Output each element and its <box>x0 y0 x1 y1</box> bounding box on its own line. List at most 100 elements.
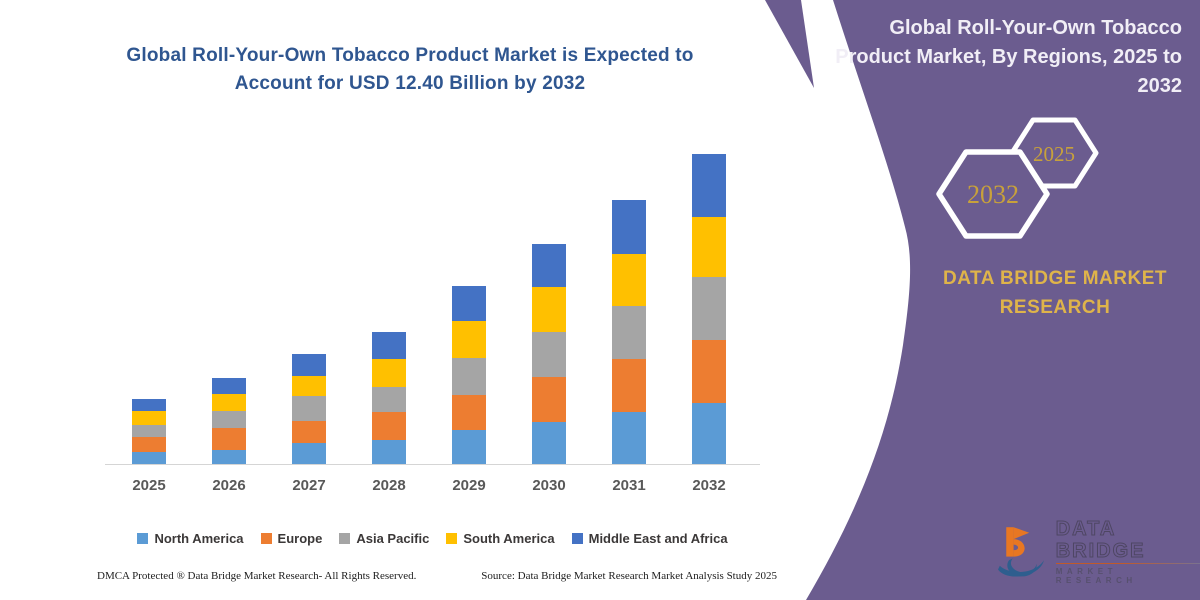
logo-text-block: DATA BRIDGE MARKET RESEARCH <box>1055 518 1200 585</box>
bar-segment-asia-pacific-2032 <box>692 277 726 341</box>
bar-segment-south-america-2027 <box>292 375 326 396</box>
logo-primary-text: DATA BRIDGE <box>1055 518 1146 563</box>
brand-text-line2: RESEARCH <box>999 297 1111 318</box>
stacked-bar-2032 <box>692 153 726 465</box>
x-axis-label-2031: 2031 <box>612 477 646 494</box>
bar-segment-north-america-2029 <box>452 429 486 465</box>
bar-segment-middle-east-and-africa-2026 <box>212 377 246 394</box>
legend-item-asia-pacific: Asia Pacific <box>339 531 429 546</box>
x-axis-label-2027: 2027 <box>292 477 326 494</box>
bar-segment-middle-east-and-africa-2028 <box>372 331 406 359</box>
legend-swatch <box>339 533 351 544</box>
x-axis-line <box>105 464 760 465</box>
footer: DMCA Protected ® Data Bridge Market Rese… <box>97 570 777 582</box>
logo-secondary-text: MARKET RESEARCH <box>1055 567 1137 585</box>
panel-heading-line1: Global Roll-Your-Own Tobacco <box>889 17 1182 39</box>
bar-group-2025 <box>109 398 189 465</box>
hexagon-2032 <box>936 149 1050 239</box>
dmca-text: DMCA Protected ® Data Bridge Market Rese… <box>97 570 417 582</box>
brand-text-line1: DATA BRIDGE MARKET <box>943 268 1167 289</box>
bar-segment-north-america-2030 <box>532 421 566 465</box>
bar-segment-middle-east-and-africa-2025 <box>132 398 166 412</box>
hexagon-2025-label: 2025 <box>1033 142 1075 166</box>
chart-title-line1: Global Roll-Your-Own Tobacco Product Mar… <box>126 45 694 66</box>
bar-group-2030 <box>509 243 589 465</box>
x-axis-label-2029: 2029 <box>452 477 486 494</box>
bar-segment-europe-2028 <box>372 411 406 440</box>
legend-label: North America <box>154 531 244 546</box>
bar-segment-europe-2031 <box>612 359 646 413</box>
x-axis-label-2028: 2028 <box>372 477 406 494</box>
bar-segment-middle-east-and-africa-2029 <box>452 285 486 321</box>
stacked-bar-chart <box>109 0 759 465</box>
chart-title-line2: Account for USD 12.40 Billion by 2032 <box>234 73 586 94</box>
bar-segment-south-america-2025 <box>132 411 166 425</box>
purple-curved-panel <box>806 0 1200 600</box>
bar-segment-europe-2029 <box>452 394 486 430</box>
bar-segment-north-america-2031 <box>612 412 646 465</box>
legend-item-south-america: South America <box>446 531 555 546</box>
bar-segment-middle-east-and-africa-2031 <box>612 199 646 255</box>
bar-group-2031 <box>589 199 669 465</box>
bar-group-2026 <box>189 377 269 465</box>
stacked-bar-2028 <box>372 331 406 465</box>
legend-item-europe: Europe <box>260 531 323 546</box>
brand-text: DATA BRIDGE MARKET RESEARCH <box>915 264 1195 322</box>
stacked-bar-2026 <box>212 377 246 465</box>
panel-heading-line2: Product Market, By Regions, 2025 to <box>835 46 1182 68</box>
bar-segment-south-america-2029 <box>452 320 486 358</box>
stacked-bar-2029 <box>452 285 486 465</box>
bar-segment-europe-2032 <box>692 340 726 404</box>
stacked-bar-2025 <box>132 398 166 465</box>
bar-segment-middle-east-and-africa-2032 <box>692 153 726 217</box>
stacked-bar-2031 <box>612 199 646 465</box>
bar-segment-asia-pacific-2027 <box>292 395 326 421</box>
bar-group-2027 <box>269 353 349 465</box>
bar-segment-europe-2025 <box>132 437 166 452</box>
bar-segment-south-america-2032 <box>692 216 726 278</box>
legend-item-middle-east-and-africa: Middle East and Africa <box>571 531 728 546</box>
bar-group-2028 <box>349 331 429 465</box>
bar-segment-middle-east-and-africa-2030 <box>532 243 566 287</box>
stacked-bar-2027 <box>292 353 326 465</box>
bar-segment-europe-2030 <box>532 376 566 422</box>
bar-segment-south-america-2028 <box>372 358 406 387</box>
bar-segment-south-america-2031 <box>612 254 646 307</box>
bar-group-2029 <box>429 285 509 465</box>
bar-segment-north-america-2028 <box>372 439 406 465</box>
x-axis-label-2030: 2030 <box>532 477 566 494</box>
bar-segment-asia-pacific-2031 <box>612 306 646 360</box>
legend-label: Middle East and Africa <box>588 531 728 546</box>
legend-label: Asia Pacific <box>356 531 430 546</box>
data-bridge-logo-icon <box>998 526 1044 577</box>
bar-segment-north-america-2025 <box>132 452 166 465</box>
source-text: Source: Data Bridge Market Research Mark… <box>481 570 777 582</box>
stacked-bar-2030 <box>532 243 566 465</box>
bar-segment-north-america-2032 <box>692 403 726 465</box>
bar-segment-europe-2026 <box>212 427 246 450</box>
x-axis-label-2026: 2026 <box>212 477 246 494</box>
x-axis-label-2025: 2025 <box>132 477 166 494</box>
legend-swatch <box>446 533 458 544</box>
bar-segment-asia-pacific-2028 <box>372 386 406 412</box>
x-axis-label-2032: 2032 <box>692 477 726 494</box>
bar-segment-asia-pacific-2025 <box>132 424 166 437</box>
legend-swatch <box>260 533 272 544</box>
legend-item-north-america: North America <box>137 531 244 546</box>
bar-segment-south-america-2030 <box>532 286 566 332</box>
bar-segment-asia-pacific-2026 <box>212 410 246 428</box>
hexagon-2032-label: 2032 <box>967 180 1019 209</box>
bar-segment-north-america-2027 <box>292 442 326 465</box>
legend-swatch <box>571 533 583 544</box>
bar-segment-asia-pacific-2030 <box>532 331 566 377</box>
panel-heading-line3: 2032 <box>1137 75 1183 97</box>
legend-swatch <box>137 533 149 544</box>
bar-segment-north-america-2026 <box>212 450 246 465</box>
bar-segment-asia-pacific-2029 <box>452 357 486 395</box>
chart-title: Global Roll-Your-Own Tobacco Product Mar… <box>60 42 760 98</box>
legend-label: Europe <box>277 531 323 546</box>
bar-segment-south-america-2026 <box>212 393 246 411</box>
bar-segment-middle-east-and-africa-2027 <box>292 353 326 376</box>
